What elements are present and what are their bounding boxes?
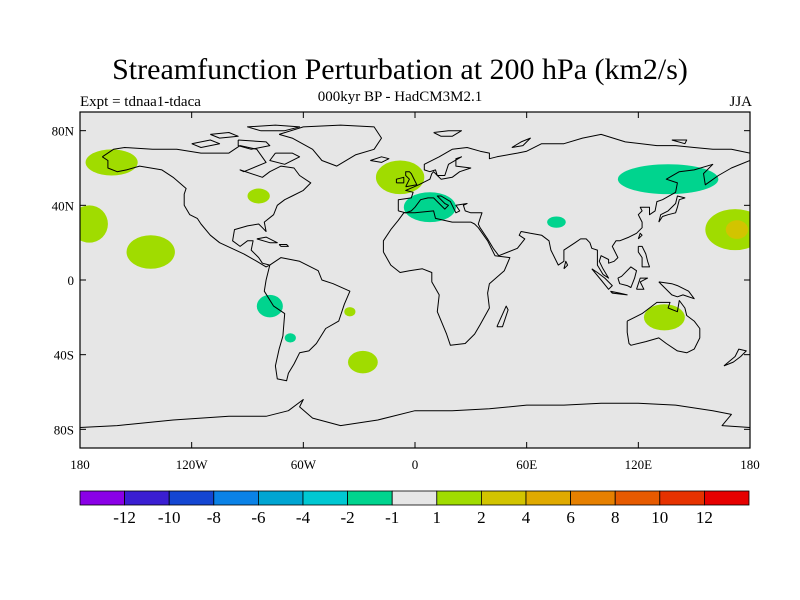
coastline	[191, 139, 221, 148]
colorbar-swatch	[347, 490, 393, 506]
anomaly-patch	[344, 307, 356, 317]
colorbar-label: 4	[522, 508, 531, 527]
colorbar-label: -8	[207, 508, 221, 527]
chart-subtitle: 000kyr BP - HadCM3M2.1	[317, 89, 483, 105]
chart-title: Streamfunction Perturbation at 200 hPa (…	[112, 53, 688, 86]
colorbar-label: 12	[696, 508, 713, 527]
coastline	[610, 290, 628, 296]
anomaly-layer	[80, 149, 750, 374]
coastline	[671, 139, 688, 145]
anomaly-patch	[256, 294, 283, 318]
coastline	[433, 130, 462, 137]
colorbar-swatch	[124, 490, 170, 506]
lon-tick-label: 60W	[291, 457, 317, 472]
lat-tick-label: 0	[68, 273, 75, 288]
colorbar-label: -12	[113, 508, 136, 527]
coastline	[269, 152, 301, 165]
anomaly-patch	[126, 235, 175, 269]
coastline	[278, 244, 289, 247]
lon-tick-label: 60E	[516, 457, 537, 472]
colorbar-swatch	[525, 490, 571, 506]
coastline	[637, 232, 643, 240]
coastline	[626, 300, 701, 354]
coastline	[256, 236, 278, 244]
coastline	[102, 145, 312, 268]
lat-tick-label: 80N	[52, 124, 75, 139]
colorbar: -12 -10 -8 -6 -4 -2 -1 1 2 4 6 8 10 12	[79, 490, 750, 527]
anomaly-patch	[247, 188, 270, 204]
anomaly-patch	[80, 205, 108, 243]
season-label: JJA	[729, 94, 752, 110]
coastline	[397, 133, 750, 211]
coastline	[563, 260, 569, 270]
anomaly-patch	[617, 164, 719, 195]
lon-tick-label: 120E	[625, 457, 653, 472]
anomaly-patch	[375, 160, 425, 195]
colorbar-swatch	[659, 490, 705, 506]
anomaly-patch	[348, 350, 378, 374]
coastline	[658, 281, 695, 300]
colorbar-swatch	[79, 490, 125, 506]
coastline	[395, 176, 405, 184]
lat-tick-label: 40S	[54, 348, 74, 363]
anomaly-patch	[547, 216, 566, 228]
lat-tick-label: 80S	[54, 422, 74, 437]
colorbar-label: -1	[385, 508, 399, 527]
colorbar-label: -4	[296, 508, 311, 527]
coastline	[398, 160, 750, 279]
coastline	[496, 305, 509, 328]
coastline	[636, 277, 649, 290]
coastline	[591, 268, 613, 290]
coastline	[405, 171, 418, 188]
coastline	[263, 257, 351, 382]
coastline	[80, 399, 750, 428]
colorbar-label: -2	[341, 508, 355, 527]
lon-tick-label: 180	[740, 457, 760, 472]
lat-tick-label: 40N	[52, 198, 75, 213]
map-background	[80, 112, 750, 448]
coastline	[723, 348, 747, 367]
colorbar-swatch	[570, 490, 616, 506]
colorbar-swatch	[391, 490, 438, 506]
colorbar-label: 1	[433, 508, 442, 527]
coastline	[237, 139, 271, 150]
coastline	[210, 132, 239, 139]
lon-tick-label: 180	[70, 457, 90, 472]
colorbar-swatch	[704, 490, 750, 506]
anomaly-patch	[284, 333, 296, 343]
colorbar-label: 10	[651, 508, 668, 527]
coastline	[370, 156, 390, 163]
colorbar-swatch	[436, 490, 482, 506]
colorbar-swatch	[302, 490, 348, 506]
colorbar-swatch	[257, 490, 304, 506]
anomaly-patch	[725, 220, 749, 239]
lon-tick-label: 0	[412, 457, 419, 472]
coastline	[247, 124, 301, 132]
coastline	[278, 124, 382, 167]
colorbar-swatch	[168, 490, 215, 506]
coastline	[658, 195, 686, 223]
experiment-label: Expt = tdnaa1-tdaca	[80, 94, 201, 110]
anomaly-patch	[85, 149, 138, 176]
anomaly-patch	[403, 192, 456, 223]
colorbar-label: 8	[611, 508, 620, 527]
map-axes: 80N 40N 0 40S 80S 180 120W 60W 0 60E 120E 180	[52, 112, 760, 472]
colorbar-swatch	[480, 490, 527, 506]
coastline	[511, 137, 531, 148]
colorbar-label: -6	[251, 508, 265, 527]
coastline	[382, 210, 511, 346]
colorbar-label: 2	[477, 508, 486, 527]
coastline-layer	[80, 124, 750, 428]
coastline	[617, 266, 637, 288]
colorbar-swatch	[213, 490, 259, 506]
lon-tick-label: 120W	[176, 457, 209, 472]
colorbar-swatch	[614, 490, 661, 506]
colorbar-label: -10	[158, 508, 181, 527]
colorbar-label: 6	[566, 508, 575, 527]
coastline	[637, 245, 650, 268]
